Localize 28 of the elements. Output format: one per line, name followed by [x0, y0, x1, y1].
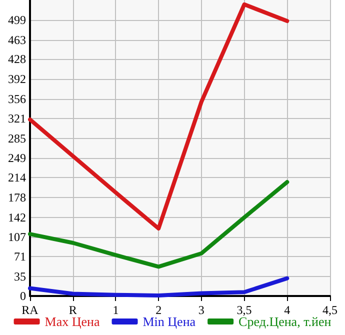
line-series [28, 180, 290, 269]
y-tick-label: 71 [14, 250, 26, 264]
y-tick-label: 249 [8, 151, 26, 166]
y-tick-label: 285 [8, 131, 26, 146]
x-tick-label: 1 [112, 303, 119, 317]
y-tick-label: 428 [8, 52, 26, 66]
legend-label: Max Цена [44, 314, 100, 329]
y-tick-label: 214 [8, 170, 26, 185]
x-tick-label: 4,5 [322, 303, 338, 317]
x-tick-label: 4 [284, 303, 290, 317]
y-tick-label: 463 [8, 32, 26, 47]
y-tick-label: 142 [8, 210, 26, 224]
y-tick-label: 356 [8, 92, 26, 106]
y-tick-label: 35 [14, 270, 26, 284]
x-tick-label: 3 [198, 303, 204, 317]
legend-label: Min Цена [142, 314, 196, 329]
x-tick-label: 2 [156, 303, 162, 317]
y-tick-label: 107 [8, 230, 26, 244]
y-tick-label: 178 [8, 190, 26, 205]
y-tick-label: 0 [20, 289, 26, 303]
line-series [28, 276, 290, 298]
x-tick-label: R [68, 303, 77, 317]
y-tick-label: 392 [8, 72, 26, 86]
x-tick-label: 3,5 [236, 303, 252, 317]
x-tick-label: RA [22, 303, 39, 317]
y-tick-label: 499 [8, 12, 26, 27]
line-series [28, 2, 290, 230]
y-tick-label: 321 [8, 111, 26, 126]
